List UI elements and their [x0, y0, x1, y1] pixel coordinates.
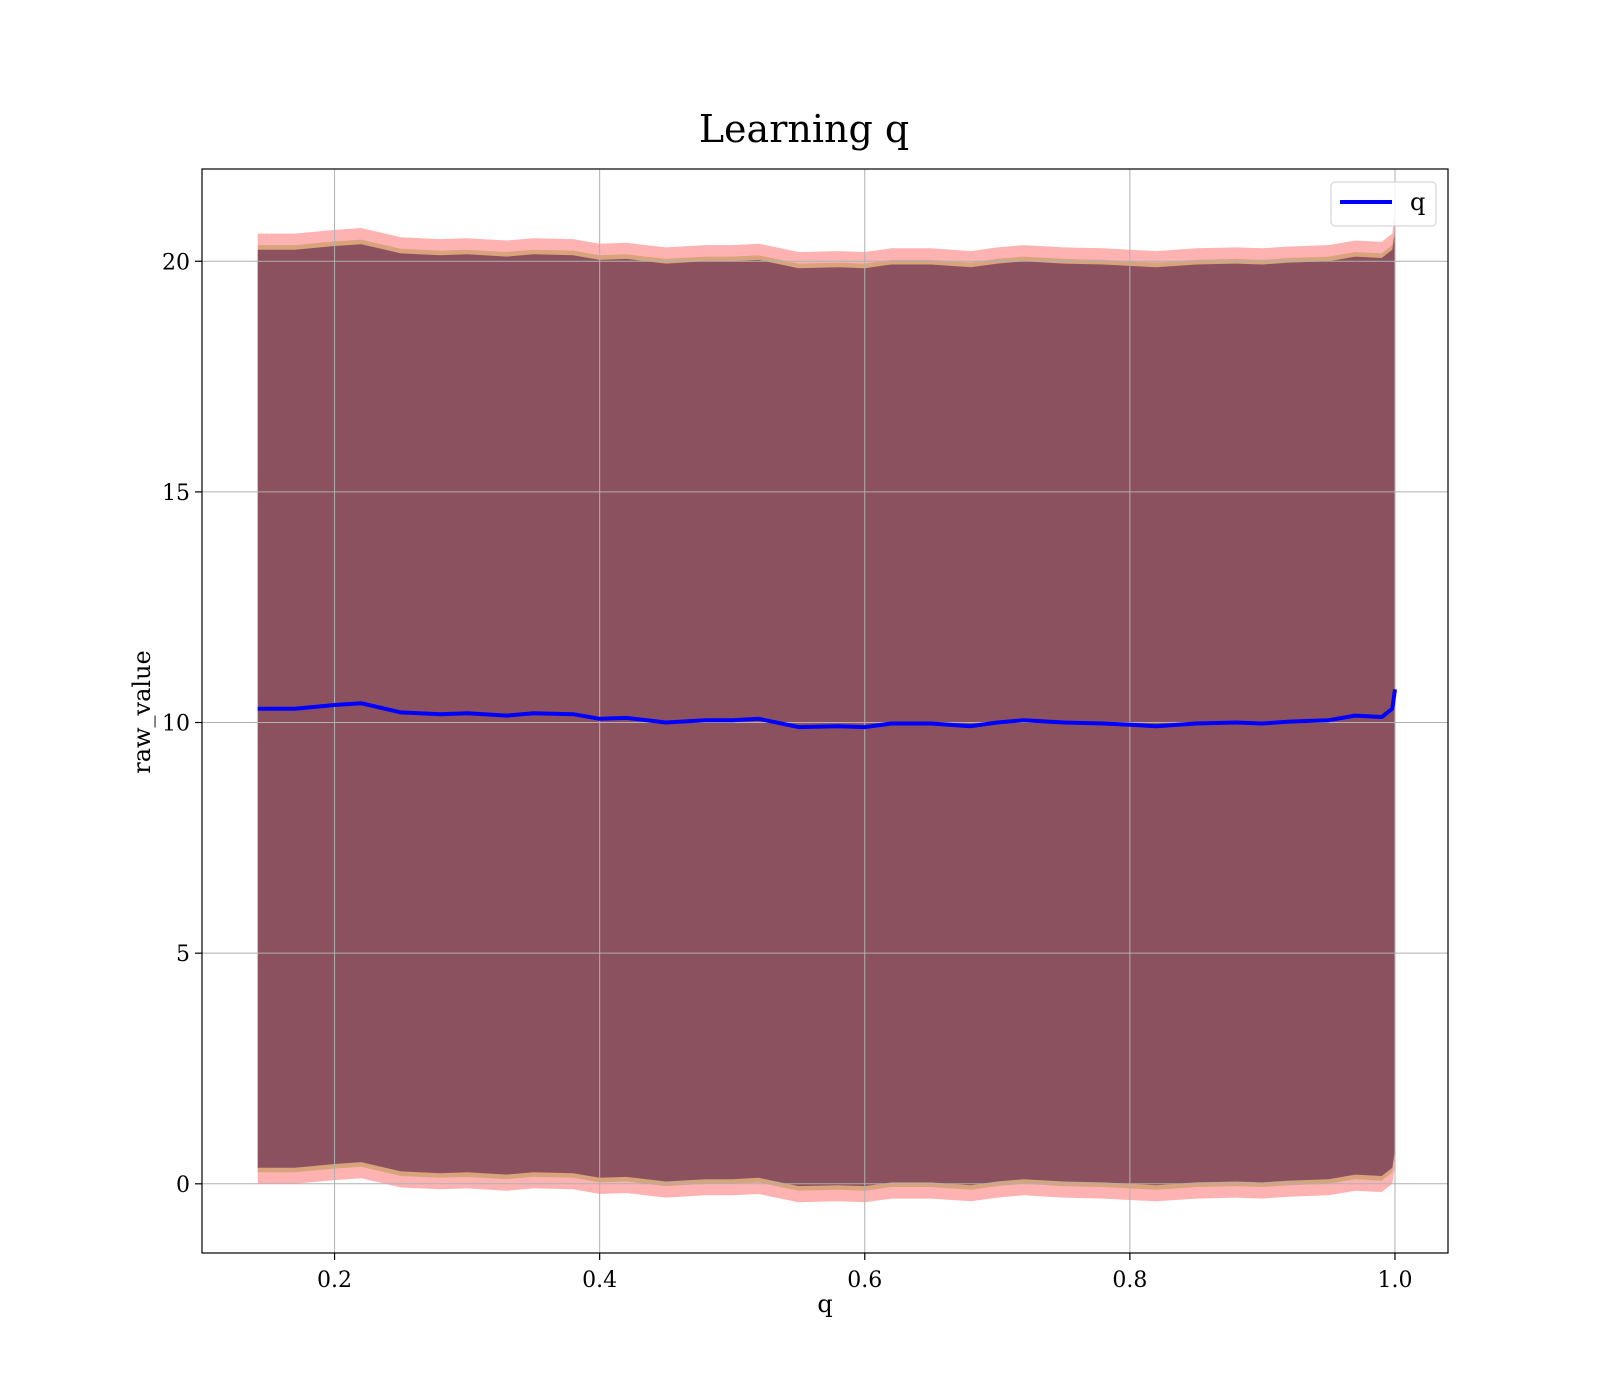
y-tick-label: 10	[162, 712, 190, 737]
legend-label: q	[1410, 188, 1425, 216]
y-axis-label: raw_value	[128, 650, 156, 774]
x-axis-ticks: 0.2 0.4 0.6 0.8 1.0	[317, 1253, 1412, 1293]
x-tick-label: 0.2	[317, 1268, 352, 1293]
series-line-q	[257, 689, 1397, 730]
x-tick-label: 0.6	[847, 1268, 882, 1293]
chart-title: Learning q	[699, 107, 909, 151]
y-tick-label: 20	[162, 250, 190, 275]
y-axis-ticks: 0 5 10 15 20	[162, 250, 202, 1198]
x-tick-label: 0.4	[582, 1268, 617, 1293]
y-tick-label: 15	[162, 481, 190, 506]
band-2	[257, 231, 1396, 1187]
y-tick-label: 5	[176, 942, 190, 967]
legend: q	[1330, 181, 1437, 227]
confidence-bands	[257, 210, 1396, 1203]
series-lines	[257, 689, 1397, 730]
x-axis-label: q	[817, 1290, 832, 1318]
y-tick-label: 0	[176, 1173, 190, 1198]
x-tick-label: 0.8	[1112, 1268, 1147, 1293]
x-tick-label: 1.0	[1377, 1268, 1412, 1293]
plot-frame	[201, 168, 1449, 1254]
